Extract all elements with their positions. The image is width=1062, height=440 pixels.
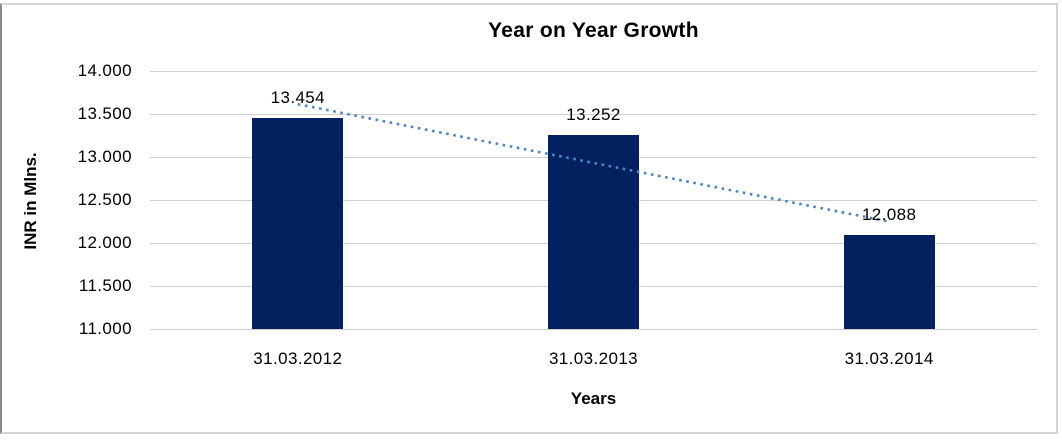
y-tick-label: 13.500 xyxy=(77,104,132,123)
y-tick-label: 11.500 xyxy=(78,276,132,295)
bar xyxy=(252,117,344,329)
y-tick-label: 12.500 xyxy=(77,190,132,209)
x-category-label: 31.03.2012 xyxy=(253,349,343,368)
gridline xyxy=(150,328,1037,330)
bar-value-label: 13.454 xyxy=(270,87,326,107)
bar-value-label: 13.252 xyxy=(566,105,621,125)
x-category-label: 31.03.2013 xyxy=(548,349,639,368)
bar xyxy=(548,135,639,329)
x-axis-title: Years xyxy=(570,389,617,408)
gridline xyxy=(150,70,1037,72)
x-category-label: 31.03.2014 xyxy=(844,349,934,368)
y-tick-label: 12.000 xyxy=(77,233,132,252)
bar-value-label: 12.088 xyxy=(861,205,917,225)
y-tick-label: 13.000 xyxy=(77,147,132,166)
chart-title: Year on Year Growth xyxy=(488,19,699,42)
bar xyxy=(843,235,935,329)
y-tick-label: 11.000 xyxy=(78,319,132,338)
y-tick-label: 14.000 xyxy=(77,61,132,80)
